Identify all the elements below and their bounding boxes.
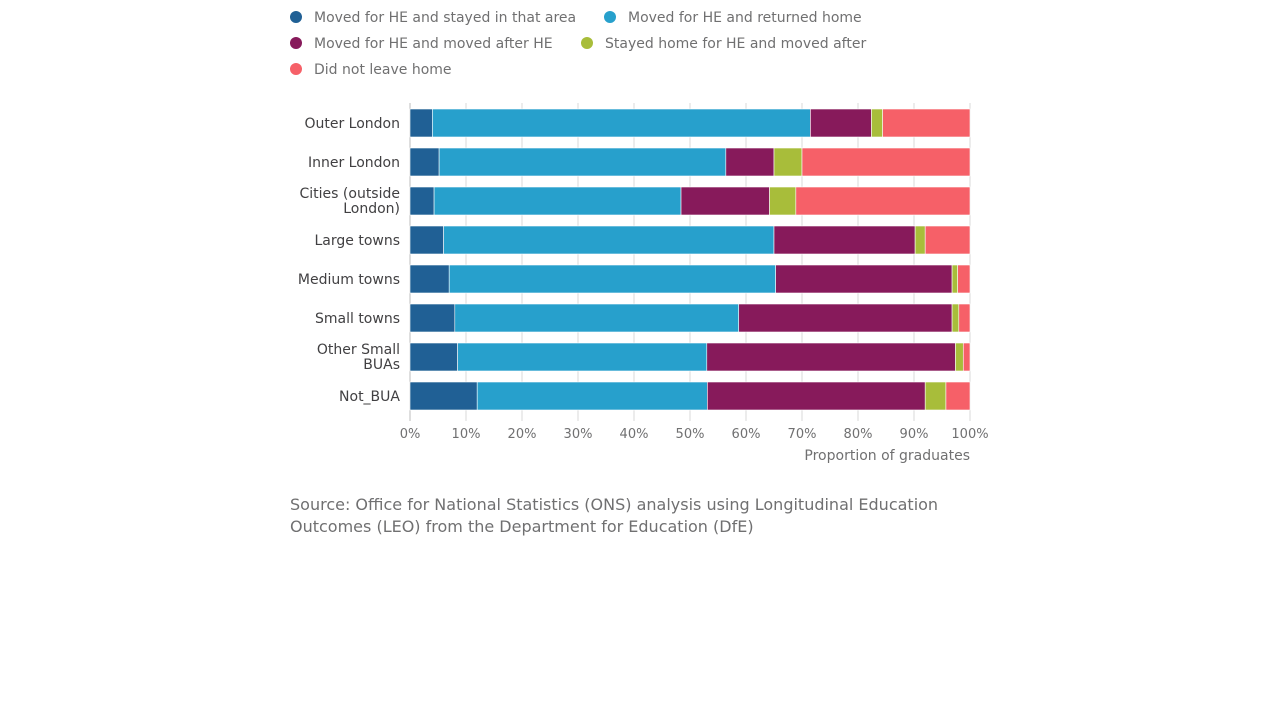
bar-segment	[962, 342, 971, 372]
x-tick-label: 70%	[788, 427, 817, 442]
bar-segment	[409, 147, 440, 177]
bar-segment	[775, 264, 953, 294]
bar-segment	[957, 264, 971, 294]
bar-segment	[706, 342, 956, 372]
legend-swatch	[290, 11, 302, 23]
bar-segment	[769, 186, 797, 216]
x-tick-label: 40%	[620, 427, 649, 442]
bar-segment	[945, 381, 971, 411]
bar-segment	[882, 108, 971, 138]
legend-swatch	[604, 11, 616, 23]
legend-swatch	[290, 37, 302, 49]
bar-segment	[773, 225, 916, 255]
category-label: Outer London	[304, 116, 400, 132]
legend: Moved for HE and stayed in that area Move…	[290, 10, 866, 78]
x-tick-label: 100%	[951, 427, 988, 442]
x-axis-ticks: 0% 10% 20% 30% 40% 50% 60% 70% 80% 90% 100%	[400, 427, 989, 442]
x-tick-label: 80%	[844, 427, 873, 442]
category-label: Other Small BUAs	[317, 342, 400, 373]
legend-label: Did not leave home	[314, 62, 452, 78]
bar-segment	[958, 303, 971, 333]
bar-segment	[924, 381, 947, 411]
bar-segment	[432, 108, 811, 138]
bar-segment	[409, 225, 444, 255]
bar-segment	[725, 147, 775, 177]
bar-segment	[409, 381, 478, 411]
bar-segment	[438, 147, 727, 177]
bar-segment	[801, 147, 971, 177]
category-label: Not_BUA	[339, 389, 400, 405]
bar-segment	[409, 303, 456, 333]
category-label: Cities (outside London)	[300, 186, 400, 217]
legend-label: Moved for HE and moved after HE	[314, 36, 553, 52]
bar-segment	[707, 381, 926, 411]
category-label: Small towns	[315, 311, 400, 327]
bar-segment	[951, 303, 960, 333]
category-labels: Outer London Inner London Cities (outside L…	[298, 116, 401, 405]
x-tick-label: 90%	[900, 427, 929, 442]
bar-segment	[914, 225, 926, 255]
bar-segment	[795, 186, 971, 216]
legend-swatch	[290, 63, 302, 75]
bar-segment	[924, 225, 971, 255]
x-tick-label: 20%	[508, 427, 537, 442]
category-label: Inner London	[308, 155, 400, 171]
x-tick-label: 0%	[400, 427, 421, 442]
bar-segment	[457, 342, 708, 372]
bar-segment	[871, 108, 883, 138]
legend-swatch	[581, 37, 593, 49]
bar-segment	[443, 225, 775, 255]
legend-label: Moved for HE and stayed in that area	[314, 10, 576, 26]
bar-segment	[409, 342, 458, 372]
bar-segment	[955, 342, 964, 372]
legend-label: Moved for HE and returned home	[628, 10, 862, 26]
category-label: Large towns	[314, 233, 400, 249]
x-tick-label: 30%	[564, 427, 593, 442]
bar-segment	[409, 264, 450, 294]
x-tick-label: 60%	[732, 427, 761, 442]
bar-segment	[448, 264, 776, 294]
bar-segment	[738, 303, 953, 333]
bar-segment	[454, 303, 740, 333]
bars	[409, 108, 971, 411]
bar-segment	[773, 147, 803, 177]
x-tick-label: 10%	[452, 427, 481, 442]
bar-segment	[680, 186, 770, 216]
x-axis-title: Proportion of graduates	[804, 448, 970, 464]
category-label: Medium towns	[298, 272, 400, 288]
bar-segment	[409, 186, 435, 216]
bar-segment	[951, 264, 958, 294]
bar-segment	[433, 186, 682, 216]
bar-segment	[810, 108, 872, 138]
source-note: Source: Office for National Statistics (…	[290, 495, 939, 536]
legend-label: Stayed home for HE and moved after	[605, 36, 866, 52]
x-tick-label: 50%	[676, 427, 705, 442]
bar-segment	[476, 381, 708, 411]
bar-segment	[409, 108, 433, 138]
